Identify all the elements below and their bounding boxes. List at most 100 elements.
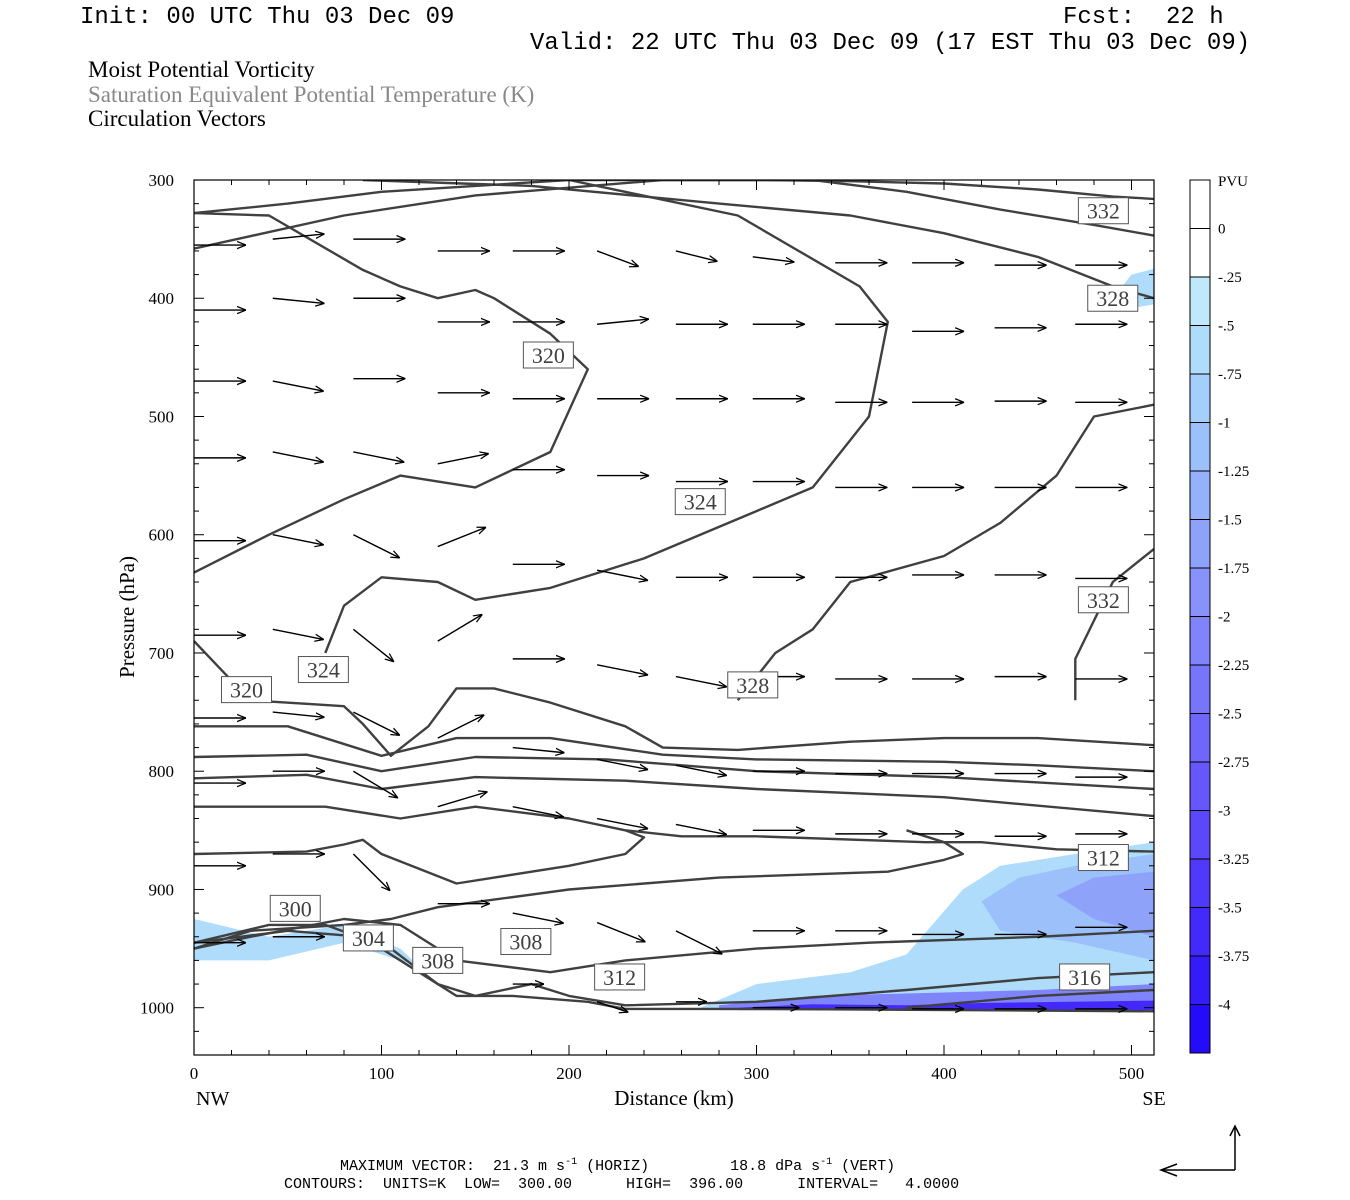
colorbar-level-label: -2.75 — [1218, 755, 1249, 771]
colorbar-level-label: -3.25 — [1218, 852, 1249, 868]
contour-label: 312 — [1087, 846, 1120, 871]
contour-label: 332 — [1087, 199, 1120, 224]
colorbar-swatch — [1190, 1004, 1210, 1054]
y-axis-title: Pressure (hPa) — [115, 556, 139, 678]
circulation-vector — [675, 675, 727, 687]
x-end-label-se: SE — [1142, 1088, 1165, 1110]
contour-label-box — [1087, 284, 1139, 312]
contour-label-box — [412, 946, 464, 974]
x-tick-label: 500 — [1119, 1064, 1145, 1083]
y-tick-label: 700 — [149, 644, 175, 663]
theta-es-contour — [324, 180, 889, 654]
y-tick-label: 600 — [149, 526, 175, 545]
contour-label-box — [594, 963, 646, 991]
y-tick-label: 800 — [149, 762, 175, 781]
circulation-vector — [353, 534, 400, 558]
circulation-vector — [675, 764, 727, 775]
contour-label-box — [1077, 844, 1129, 872]
circulation-vector — [596, 921, 645, 943]
circulation-vector — [352, 853, 390, 891]
contour-label: 320 — [230, 678, 263, 703]
contour-label-box — [500, 927, 552, 955]
theta-es-contour — [194, 180, 1154, 215]
theta-es-contour — [194, 773, 1154, 818]
colorbar-swatch — [1190, 422, 1210, 472]
circulation-vector — [437, 454, 489, 465]
contour-label-box — [1077, 586, 1129, 614]
contour-label-box — [297, 656, 349, 684]
circulation-vector — [352, 628, 394, 661]
circulation-vector — [353, 770, 398, 798]
circulation-vector — [437, 792, 488, 808]
contour-label: 308 — [509, 929, 542, 954]
circulation-vector — [272, 451, 324, 462]
colorbar-swatch — [1190, 907, 1210, 957]
circulation-vector — [353, 451, 404, 462]
max-vector-vert: 18.8 dPa s — [730, 1158, 821, 1175]
colorbar-level-label: -1 — [1218, 416, 1231, 432]
contour-info-line: CONTOURS: UNITS=K LOW= 300.00 HIGH= 396.… — [284, 1176, 960, 1193]
x-tick-label: 100 — [369, 1064, 395, 1083]
colorbar-swatch — [1190, 277, 1210, 326]
circulation-vector — [272, 380, 324, 391]
colorbar-level-label: -3 — [1218, 804, 1231, 820]
contour-label: 332 — [1087, 588, 1120, 613]
contour-label-box — [727, 671, 779, 699]
colorbar-swatch — [1190, 374, 1210, 423]
contour-label-box — [522, 341, 574, 369]
contour-label-box — [674, 488, 726, 516]
colorbar-swatch — [1190, 810, 1210, 860]
contour-label: 300 — [279, 896, 312, 921]
circulation-vector — [596, 758, 648, 769]
theta-es-contour — [194, 929, 1154, 1013]
theta-es-contour — [194, 805, 1154, 853]
colorbar-level-label: -3.75 — [1218, 949, 1249, 965]
horiz-tag: (HORIZ) — [586, 1158, 650, 1175]
colorbar-level-label: -4 — [1218, 998, 1231, 1014]
max-vector-horiz: 21.3 m s — [493, 1158, 566, 1175]
circulation-vector — [272, 628, 324, 639]
circulation-vector — [512, 746, 565, 753]
colorbar-level-label: -2.5 — [1218, 707, 1242, 723]
colorbar-level-label: -.75 — [1218, 367, 1242, 383]
forecast-label: Fcst: — [1063, 4, 1136, 31]
forecast-hour: 22 h — [1166, 4, 1224, 31]
theta-es-contour — [906, 988, 1154, 1009]
colorbar-swatch — [1190, 713, 1210, 763]
contour-label-box — [342, 924, 394, 952]
contour-label-box — [1059, 963, 1111, 991]
init-time: Init: 00 UTC Thu 03 Dec 09 — [80, 4, 455, 31]
y-tick-label: 500 — [149, 407, 175, 426]
colorbar-swatch — [1190, 665, 1210, 714]
colorbar-level-label: -1.75 — [1218, 561, 1249, 577]
theta-es-contour — [194, 829, 646, 885]
colorbar-level-label: -.25 — [1218, 270, 1242, 286]
theta-es-contour — [362, 180, 1154, 300]
contour-label-box — [1077, 197, 1129, 225]
max-vector-label: MAXIMUM VECTOR: — [340, 1158, 476, 1175]
contour-label: 324 — [684, 490, 717, 515]
colorbar-level-label: 0 — [1218, 222, 1226, 238]
circulation-vector — [437, 614, 483, 642]
circulation-vector — [437, 526, 486, 548]
colorbar-swatch — [1190, 956, 1210, 1005]
circulation-vector — [437, 715, 485, 739]
mpv-shaded-region — [194, 919, 419, 967]
colorbar-swatch — [1190, 228, 1210, 278]
colorbar-level-label: -.5 — [1218, 319, 1234, 335]
colorbar-level-label: -1.5 — [1218, 513, 1242, 529]
y-tick-label: 400 — [149, 289, 175, 308]
colorbar-swatch — [1190, 325, 1210, 375]
contour-label: 328 — [1096, 286, 1129, 311]
circulation-vector — [512, 806, 564, 817]
contour-label: 324 — [307, 658, 340, 683]
x-tick-label: 400 — [931, 1064, 957, 1083]
y-tick-label: 300 — [149, 171, 175, 190]
circulation-vector — [512, 912, 564, 923]
colorbar-level-label: -3.5 — [1218, 901, 1242, 917]
circulation-vector — [272, 297, 325, 303]
theta-es-contour — [194, 180, 1154, 250]
circulation-vector — [272, 234, 325, 240]
x-end-label-nw: NW — [196, 1088, 229, 1110]
